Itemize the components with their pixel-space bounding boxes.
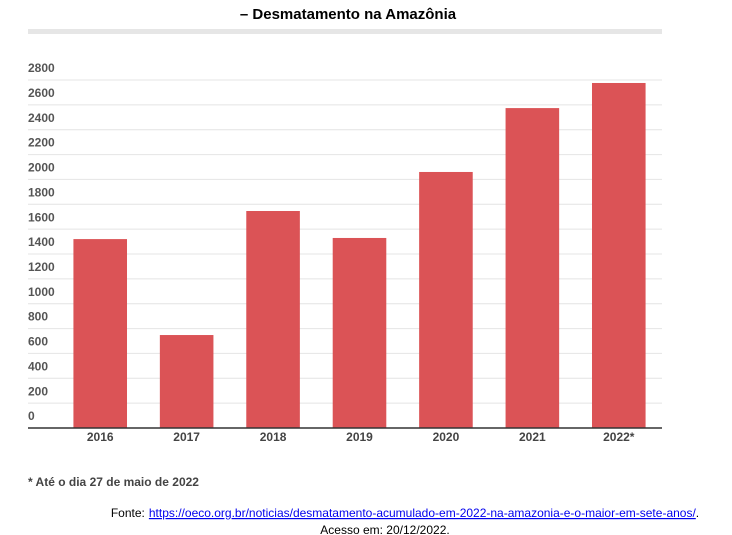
x-tick-label: 2017 — [173, 430, 200, 444]
y-tick-label: 800 — [28, 310, 48, 324]
y-tick-label: 1200 — [28, 260, 55, 274]
y-tick-label: 2600 — [28, 86, 55, 100]
source-prefix: Fonte: — [111, 506, 145, 520]
y-tick-label: 0 — [28, 409, 35, 423]
x-tick-label: 2016 — [87, 430, 114, 444]
y-tick-label: 2200 — [28, 136, 55, 150]
y-tick-label: 2000 — [28, 161, 55, 175]
y-tick-label: 1600 — [28, 210, 55, 224]
x-tick-label: 2020 — [433, 430, 460, 444]
footnote: * Até o dia 27 de maio de 2022 — [28, 475, 199, 489]
y-tick-label: 200 — [28, 384, 48, 398]
y-tick-label: 400 — [28, 359, 48, 373]
title-rule — [28, 29, 662, 34]
y-tick-label: 1400 — [28, 235, 55, 249]
bar — [591, 82, 646, 429]
y-tick-label: 1000 — [28, 285, 55, 299]
x-tick-label: 2019 — [346, 430, 373, 444]
bar — [246, 210, 300, 428]
y-tick-label: 2800 — [28, 61, 55, 75]
bar — [73, 239, 128, 428]
x-tick-label: 2018 — [260, 430, 287, 444]
access-date: Acesso em: 20/12/2022. — [320, 523, 449, 535]
y-tick-label: 1800 — [28, 185, 55, 199]
x-tick-label: 2022* — [603, 430, 635, 444]
y-tick-label: 2400 — [28, 111, 55, 125]
bar — [159, 335, 214, 428]
bar — [505, 108, 560, 429]
source-link[interactable]: https://oeco.org.br/noticias/desmatament… — [149, 506, 697, 520]
x-tick-label: 2021 — [519, 430, 546, 444]
bar — [332, 237, 387, 428]
source: Fonte: https://oeco.org.br/noticias/desma… — [111, 506, 699, 520]
bar — [419, 171, 473, 428]
y-tick-label: 600 — [28, 335, 48, 349]
chart-title: – Desmatamento na Amazônia — [240, 6, 457, 23]
